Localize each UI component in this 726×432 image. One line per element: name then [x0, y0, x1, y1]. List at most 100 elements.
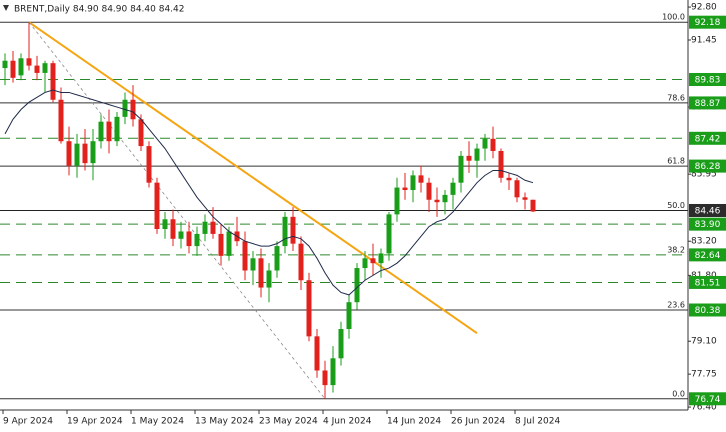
candle-body: [90, 141, 96, 164]
level-box: [689, 73, 726, 87]
level-box-label: 87.42: [695, 134, 721, 144]
y-tick-label: 76.40: [691, 403, 717, 413]
candle-body: [42, 63, 48, 73]
x-tick-label: 8 Jul 2024: [515, 417, 560, 427]
candle-body: [146, 146, 152, 183]
candle-body: [458, 155, 464, 183]
trendline: [28, 21, 478, 334]
candle-body: [330, 358, 336, 386]
candle-body: [10, 60, 16, 78]
y-tick-label: 79.10: [691, 337, 717, 347]
candle-body: [106, 121, 112, 142]
x-tick-label: 14 Jun 2024: [387, 417, 441, 427]
y-tick-label: 91.45: [691, 36, 717, 46]
candle-body: [194, 233, 200, 247]
x-tick-label: 9 Apr 2024: [3, 417, 53, 427]
level-box-label: 83.90: [695, 220, 721, 230]
level-box: [689, 131, 726, 145]
level-box-label: 82.64: [695, 251, 721, 261]
fib-label: 100.0: [662, 13, 685, 22]
candle-body: [170, 219, 176, 239]
x-tick-label: 19 Apr 2024: [67, 417, 123, 427]
level-box: [689, 159, 726, 173]
fib-label: 61.8: [667, 157, 685, 166]
candle-body: [186, 231, 192, 247]
candle-body: [82, 143, 88, 164]
level-box: [689, 96, 726, 110]
candle-body: [442, 194, 448, 203]
x-tick-label: 13 May 2024: [195, 417, 254, 427]
y-tick-label: 83.20: [691, 237, 717, 247]
level-box-label: 86.28: [695, 162, 721, 172]
candle-body: [338, 329, 344, 359]
candle-body: [274, 246, 280, 271]
candle-body: [450, 182, 456, 195]
candle-body: [18, 58, 24, 76]
level-box-label: 80.38: [695, 306, 721, 316]
moving-average: [4, 89, 534, 296]
candle-body: [466, 155, 472, 161]
candle-body: [282, 216, 288, 247]
level-box: [689, 203, 726, 217]
fib-label: 50.0: [667, 201, 685, 210]
candle-body: [314, 336, 320, 371]
level-box-label: 81.51: [695, 278, 721, 288]
candle-body: [258, 258, 264, 288]
candle-body: [26, 58, 32, 66]
candle-body: [378, 253, 384, 264]
chart-title: BRENT,Daily 84.90 84.90 84.40 84.42: [14, 5, 184, 15]
candle-body: [506, 177, 512, 181]
x-tick-label: 1 May 2024: [131, 417, 184, 427]
candle-body: [218, 233, 224, 256]
fib-label: 78.6: [667, 93, 685, 102]
level-box: [689, 392, 726, 406]
level-box-label: 89.83: [695, 76, 721, 86]
x-tick-label: 23 May 2024: [259, 417, 318, 427]
candle-body: [306, 280, 312, 337]
candle-body: [138, 119, 144, 147]
level-box: [689, 248, 726, 262]
fib-label: 0.0: [672, 389, 685, 398]
candle-body: [474, 148, 480, 161]
y-tick-label: 92.80: [691, 3, 717, 13]
fib-label: 23.6: [667, 301, 685, 310]
candle-body: [354, 268, 360, 303]
candle-body: [322, 370, 328, 386]
candle-body: [122, 99, 128, 117]
level-box-label: 92.18: [695, 18, 721, 28]
candle-body: [58, 99, 64, 142]
candle-body: [154, 182, 160, 230]
candle-body: [514, 180, 520, 198]
candle-body: [130, 99, 136, 120]
candle-body: [498, 150, 504, 178]
candle-body: [402, 187, 408, 190]
candle-body: [162, 219, 168, 230]
fib-label: 38.2: [667, 245, 685, 254]
y-tick-label: 85.95: [691, 170, 717, 180]
level-box-label: 88.87: [695, 99, 721, 109]
candle-body: [490, 138, 496, 151]
x-tick-label: 4 Jun 2024: [323, 417, 372, 427]
trendline: [28, 21, 326, 400]
candle-body: [434, 199, 440, 203]
candle-body: [410, 175, 416, 190]
candle-body: [346, 302, 352, 330]
candle-body: [386, 214, 392, 254]
candle-body: [370, 258, 376, 264]
candle-body: [210, 221, 216, 234]
level-box-label: 84.46: [695, 206, 721, 216]
level-box: [689, 303, 726, 317]
title-icon: [3, 5, 9, 11]
candle-body: [242, 241, 248, 271]
candle-body: [178, 231, 184, 239]
candle-body: [74, 143, 80, 166]
candle-body: [66, 141, 72, 166]
candle-body: [522, 197, 528, 200]
candle-body: [250, 258, 256, 271]
candle-body: [226, 231, 232, 256]
candle-body: [50, 63, 56, 100]
candle-body: [98, 121, 104, 142]
candle-body: [426, 182, 432, 200]
level-box: [689, 217, 726, 231]
